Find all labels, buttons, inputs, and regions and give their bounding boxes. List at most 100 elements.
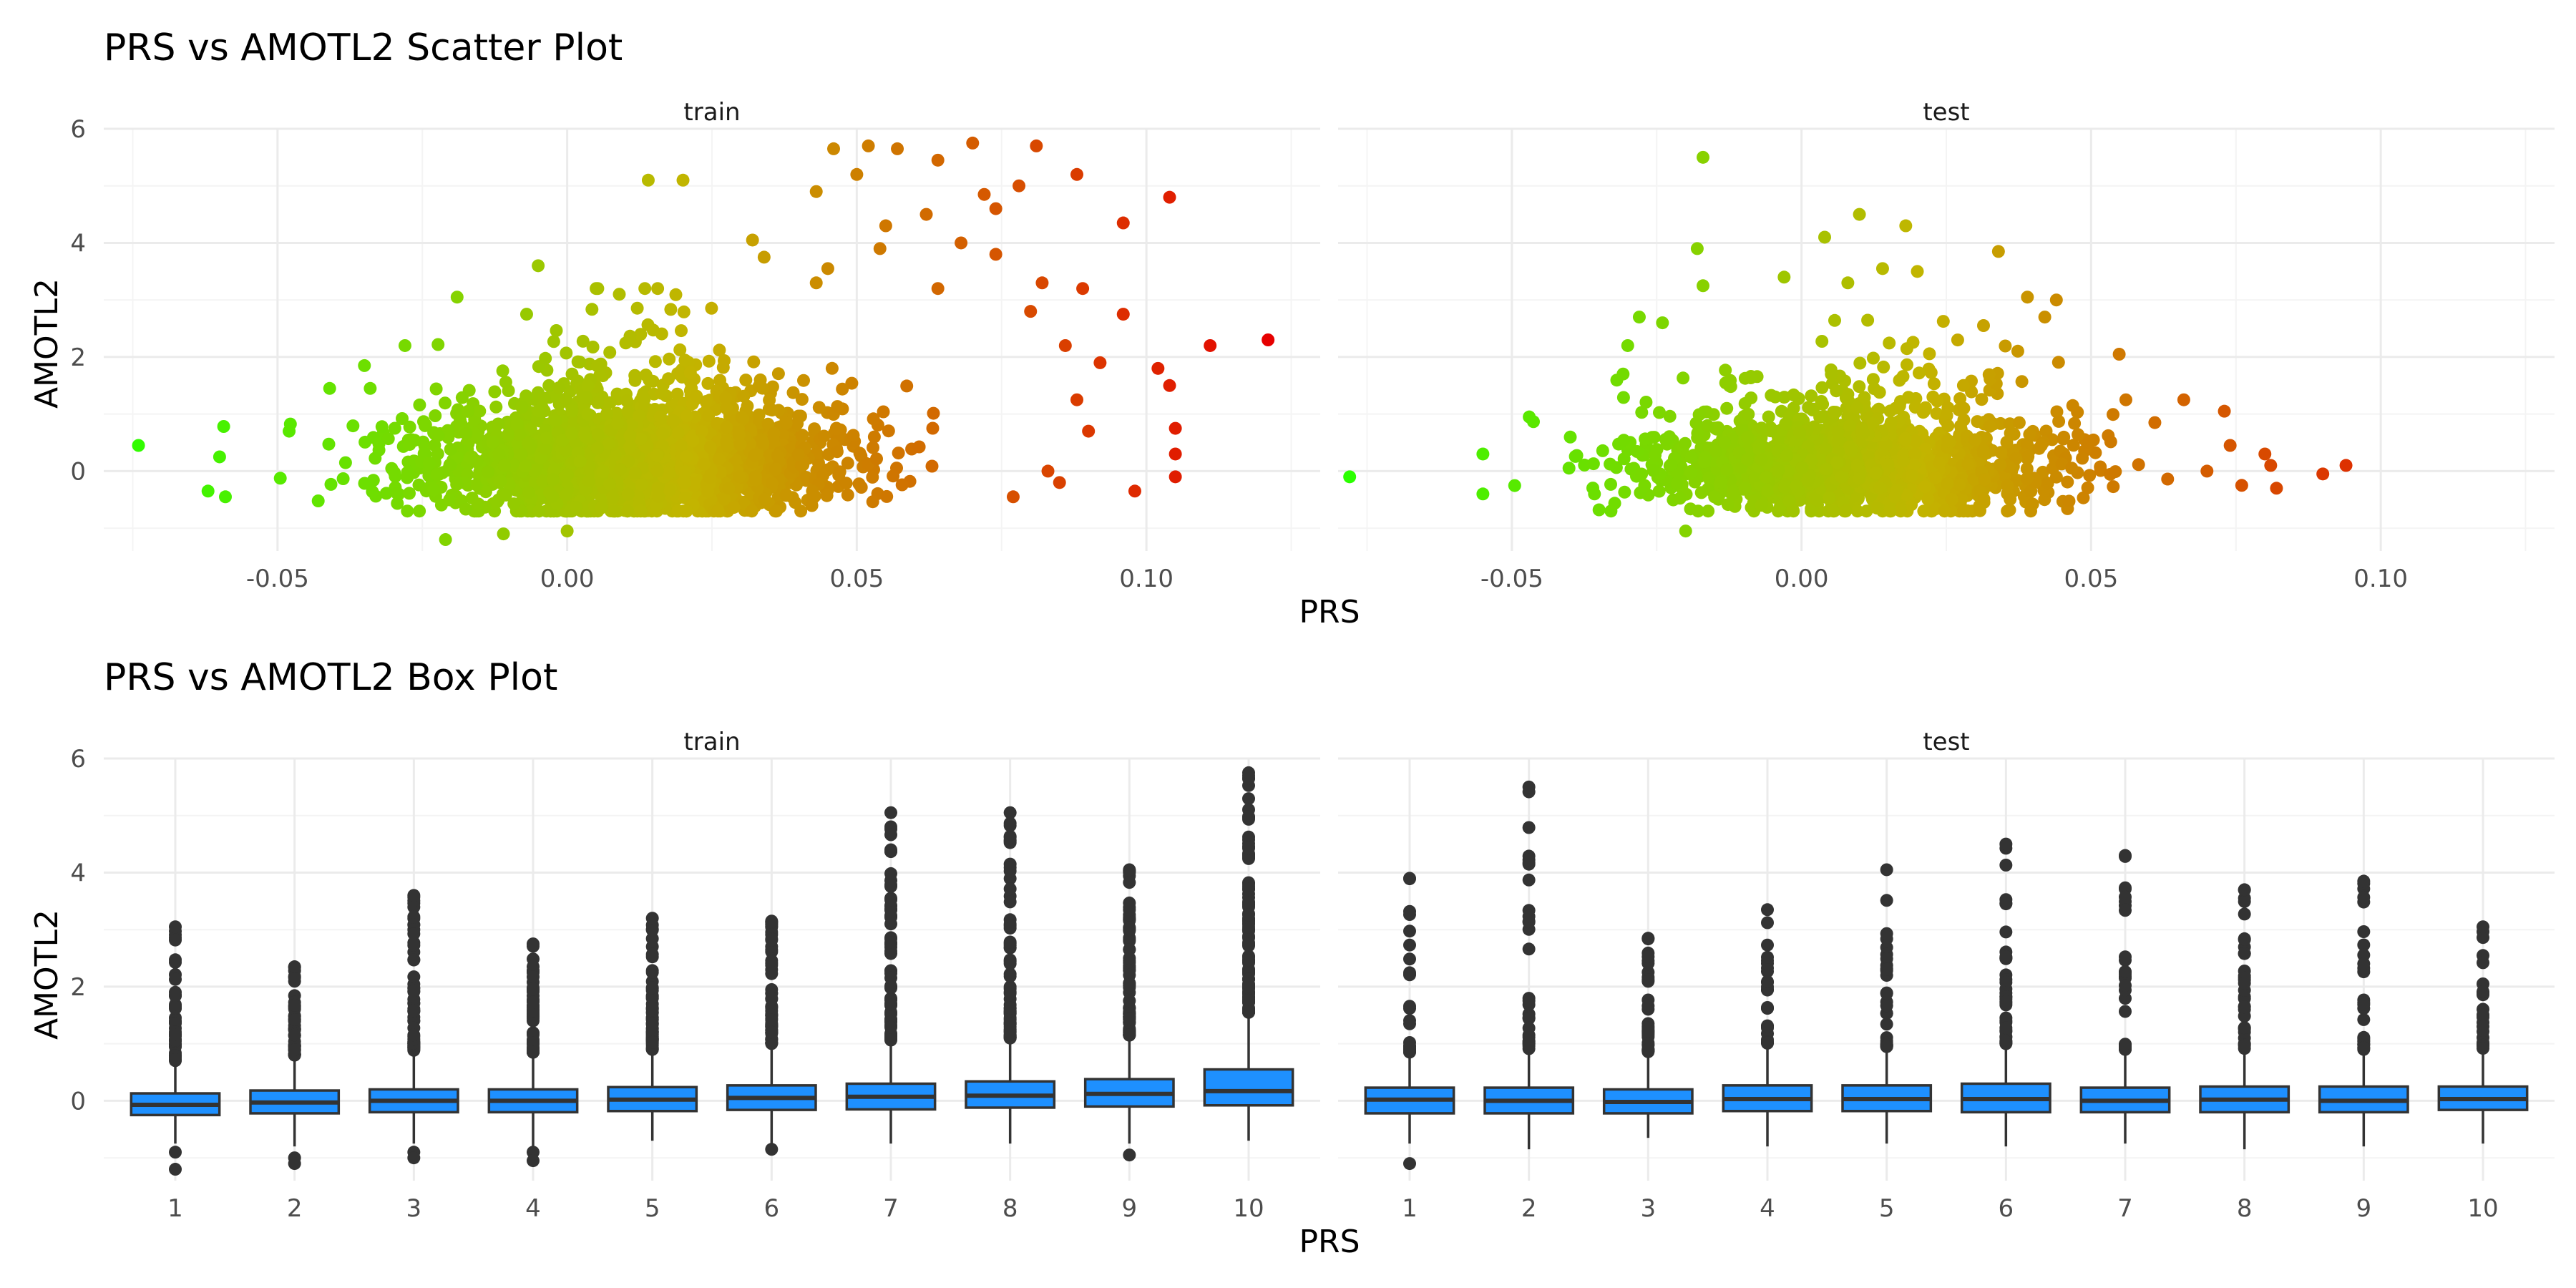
scatter-point: [827, 142, 840, 155]
scatter-point: [1911, 265, 1924, 278]
scatter-point: [786, 386, 800, 399]
scatter-point: [1635, 467, 1649, 481]
scatter-point: [1618, 485, 1631, 499]
scatter-point: [1861, 313, 1875, 327]
scatter-point: [1762, 410, 1775, 424]
scatter-point: [795, 393, 809, 406]
box-outlier: [169, 953, 182, 967]
scatter-point: [1801, 474, 1815, 487]
scatter-point: [1779, 417, 1792, 431]
scatter-point: [2062, 494, 2076, 508]
scatter-point: [1562, 462, 1576, 475]
scatter-point: [766, 380, 779, 394]
scatter-point: [1697, 455, 1711, 469]
scatter-point: [853, 447, 867, 460]
box-outlier: [407, 927, 421, 940]
scatter-point: [1961, 457, 1975, 471]
scatter-point: [806, 484, 819, 498]
scatter-point: [1070, 167, 1083, 181]
scatter-point: [1831, 434, 1845, 448]
scatter-point: [346, 419, 360, 433]
scatter-point: [2021, 291, 2034, 304]
scatter-point: [705, 301, 718, 315]
box-outlier: [645, 981, 659, 995]
scatter-point: [1204, 338, 1217, 352]
scatter-point: [2083, 469, 2097, 482]
scatter-point: [513, 429, 527, 442]
scatter-point: [702, 354, 716, 368]
scatter-point: [831, 400, 844, 414]
scatter-point: [989, 202, 1002, 215]
scatter-point: [1853, 380, 1866, 394]
box-outlier: [1003, 895, 1017, 909]
box-outlier: [1003, 922, 1017, 935]
scatter-point: [611, 416, 625, 430]
scatter-point: [1635, 406, 1649, 419]
scatter-point: [2109, 465, 2122, 479]
scatter-point: [1697, 150, 1709, 164]
scatter-point: [2148, 416, 2162, 429]
scatter-point: [1830, 384, 1843, 398]
scatter-point: [1940, 409, 1953, 422]
scatter-point: [1953, 478, 1966, 492]
scatter-point: [1956, 379, 1970, 392]
scatter-point: [1787, 388, 1800, 401]
scatter-point: [1740, 453, 1754, 467]
scatter-point: [812, 401, 826, 414]
scatter-point: [2020, 462, 2034, 475]
scatter-point: [1663, 409, 1677, 423]
scatter-point: [1744, 371, 1757, 384]
scatter-point: [459, 502, 472, 516]
scatter-point: [2021, 450, 2035, 463]
scatter-point: [673, 343, 687, 356]
scatter-point: [1893, 374, 1906, 387]
scatter-point: [2001, 479, 2014, 492]
scatter-y-axis-title: AMOTL2: [29, 278, 65, 409]
scatter-point: [651, 282, 665, 296]
scatter-point: [771, 449, 784, 462]
scatter-point: [867, 412, 880, 426]
scatter-point: [931, 153, 945, 167]
scatter-point: [213, 450, 226, 464]
scatter-point: [1916, 406, 1930, 419]
scatter-point: [519, 308, 533, 321]
box-outlier: [645, 912, 659, 925]
scatter-point: [771, 367, 785, 381]
scatter-point: [1632, 311, 1646, 324]
scatter-point: [391, 487, 404, 500]
scatter-point: [1679, 436, 1692, 450]
scatter-point: [2052, 414, 2066, 428]
scatter-point: [669, 288, 683, 301]
scatter-point: [1679, 525, 1692, 538]
scatter-point: [1860, 504, 1873, 518]
scatter-point: [549, 414, 562, 427]
scatter-point: [702, 409, 716, 423]
scatter-point: [603, 346, 617, 359]
scatter-point: [1659, 432, 1672, 446]
scatter-point: [1853, 472, 1866, 485]
scatter-point: [455, 391, 469, 404]
scatter-point: [1727, 484, 1740, 498]
scatter-point: [1841, 276, 1855, 290]
scatter-point: [767, 426, 781, 440]
box-outlier: [527, 952, 540, 966]
scatter-point: [1719, 376, 1732, 390]
scatter-point: [1053, 476, 1066, 489]
scatter-point: [1884, 416, 1898, 429]
scatter-point: [591, 428, 605, 441]
box-outlier: [1003, 882, 1017, 896]
scatter-point: [1712, 421, 1724, 434]
box-outlier: [527, 1154, 540, 1168]
scatter-point: [621, 404, 635, 418]
scatter-point: [1898, 433, 1912, 447]
scatter-point: [739, 374, 753, 387]
scatter-point: [610, 387, 624, 401]
scatter-point: [1983, 419, 1996, 433]
x-tick-label: 7: [883, 1194, 899, 1223]
scatter-point: [522, 486, 535, 499]
scatter-point: [613, 288, 626, 301]
scatter-point: [364, 381, 377, 395]
scatter-point: [1994, 446, 2008, 459]
scatter-point: [1617, 434, 1631, 447]
scatter-point: [711, 504, 725, 518]
